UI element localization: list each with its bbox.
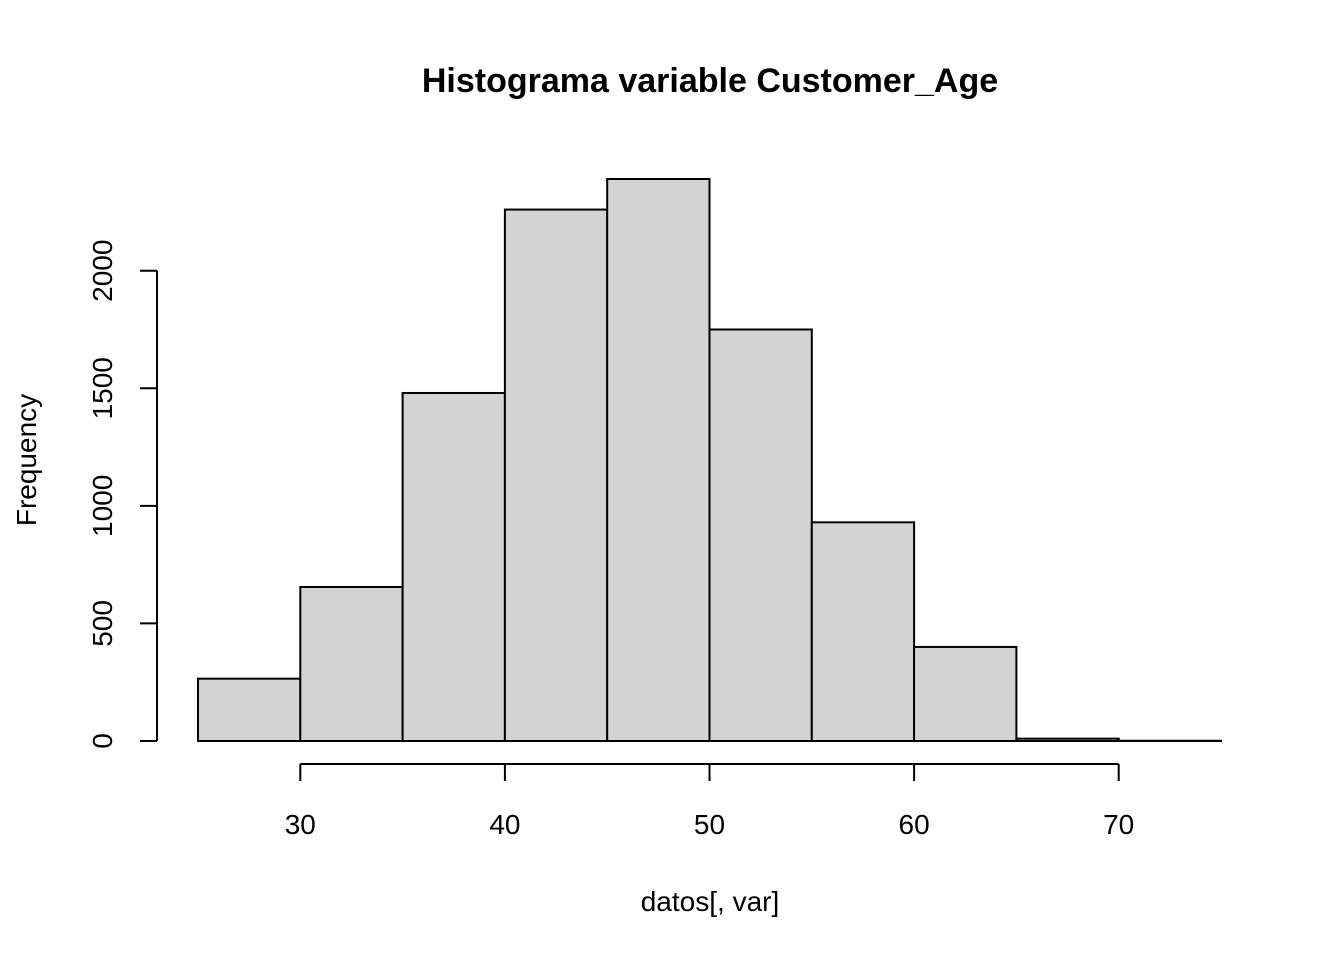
histogram-bar-35-40 (401, 391, 506, 742)
x-axis-label: datos[, var] (641, 886, 780, 917)
histogram-bars (197, 178, 1222, 743)
x-tick-label-70: 70 (1103, 809, 1134, 840)
histogram-bar-50-55 (708, 328, 813, 742)
histogram-bar-30-35 (299, 585, 404, 742)
x-tick-label-50: 50 (694, 809, 725, 840)
chart-title: Histograma variable Customer_Age (422, 62, 998, 100)
x-tick-label-40: 40 (489, 809, 520, 840)
y-tick-label-500: 500 (87, 600, 118, 647)
histogram-bar-40-45 (503, 208, 609, 742)
histogram-bar-60-65 (913, 645, 1018, 742)
x-axis: 30 40 50 60 70 (285, 763, 1134, 840)
y-tick-label-1000: 1000 (87, 475, 118, 537)
y-tick-label-1500: 1500 (87, 357, 118, 419)
x-tick-label-30: 30 (285, 809, 316, 840)
histogram-bar-45-50 (606, 178, 711, 742)
y-axis-label: Frequency (11, 394, 42, 526)
x-tick-label-60: 60 (899, 809, 930, 840)
y-axis: 0 500 1000 1500 2000 (87, 240, 158, 749)
histogram-bar-55-60 (810, 521, 916, 742)
y-tick-label-2000: 2000 (87, 240, 118, 302)
histogram-bar-25-30 (197, 677, 302, 743)
y-tick-label-0: 0 (87, 733, 118, 749)
histogram-bar-65-70 (1015, 737, 1120, 743)
